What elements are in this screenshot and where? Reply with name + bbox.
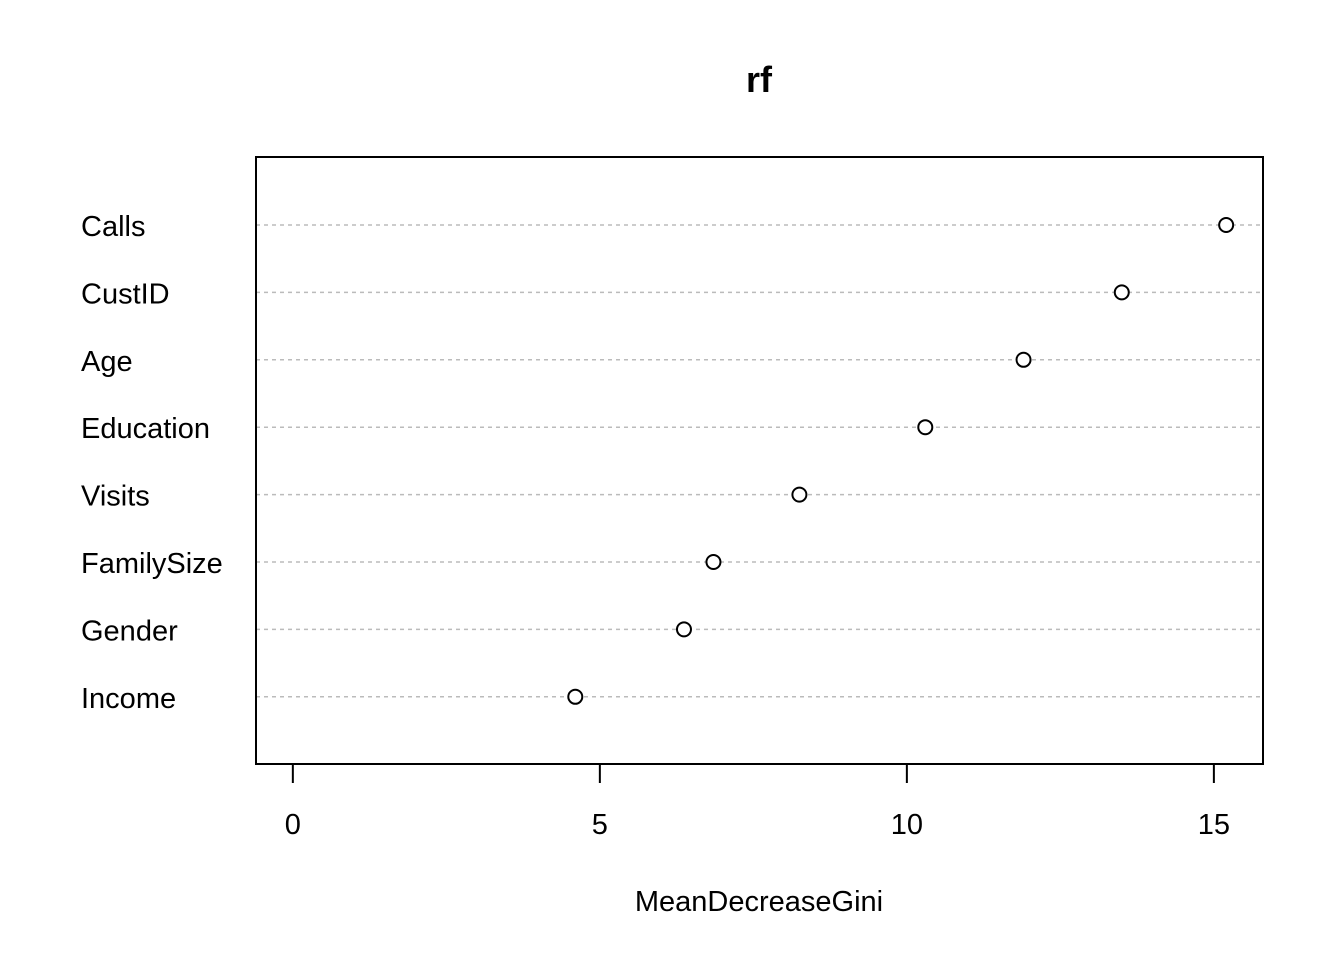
category-label-custid: CustID — [81, 278, 170, 310]
data-point-income — [567, 688, 584, 705]
category-label-visits: Visits — [81, 481, 150, 513]
x-tick-label-10: 10 — [891, 809, 923, 841]
category-label-familysize: FamilySize — [81, 548, 223, 580]
data-point-calls — [1218, 217, 1235, 233]
category-label-gender: Gender — [81, 615, 178, 647]
x-axis: 0 5 10 15 — [285, 763, 1230, 841]
x-tick-label-15: 15 — [1198, 809, 1230, 841]
x-tick-label-5: 5 — [592, 809, 608, 841]
x-tick-label-0: 0 — [285, 809, 301, 841]
category-label-age: Age — [81, 346, 133, 378]
category-label-calls: Calls — [81, 211, 145, 243]
data-point-custid — [1113, 284, 1130, 301]
x-axis-title: MeanDecreaseGini — [635, 886, 883, 918]
category-label-income: Income — [81, 683, 176, 715]
chart-title: rf — [746, 59, 773, 100]
data-point-visits — [791, 486, 808, 503]
data-point-gender — [675, 621, 692, 638]
data-point-education — [917, 419, 934, 436]
plot-frame — [255, 156, 1264, 765]
data-point-familysize — [705, 554, 722, 570]
data-point-age — [1015, 351, 1032, 368]
category-label-education: Education — [81, 413, 210, 445]
